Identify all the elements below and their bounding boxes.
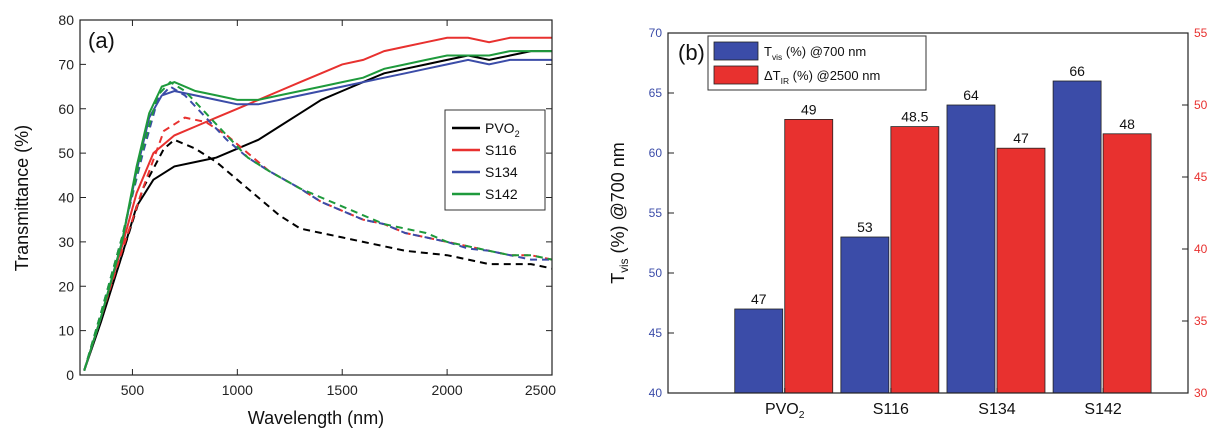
series-line-dashed-0 bbox=[83, 138, 553, 371]
panel-b-left-tick-label: 55 bbox=[649, 206, 663, 220]
panel-b-left-tick-label: 45 bbox=[649, 326, 663, 340]
bar-0-1 bbox=[840, 236, 890, 394]
panel-a-y-tick-label: 0 bbox=[66, 367, 74, 383]
panel-b-right-tick-label: 55 bbox=[1194, 26, 1208, 40]
panel-b-right-tick-label: 50 bbox=[1194, 98, 1208, 112]
panel-b-bar-chart: 47 49 53 48.5 64 47 66 48 40 45 50 55 60 65 70 30 35 40 4… bbox=[608, 26, 1208, 421]
series-line-solid-2 bbox=[83, 58, 552, 371]
panel-a-legend: PVO2 S116 S134 S142 bbox=[444, 109, 546, 211]
panel-a-y-tick-label: 80 bbox=[58, 12, 74, 28]
panel-b-left-tick-label: 60 bbox=[649, 146, 663, 160]
bar-value-label: 47 bbox=[1013, 130, 1029, 146]
legend-label-1: S116 bbox=[485, 142, 517, 158]
bar-1-0 bbox=[784, 119, 834, 394]
panel-a-y-tick-label: 60 bbox=[58, 101, 74, 117]
bar-value-label: 64 bbox=[963, 87, 979, 103]
bar-1-3 bbox=[1102, 133, 1152, 394]
panel-a-x-tick-label: 500 bbox=[121, 382, 145, 398]
bar-value-label: 48 bbox=[1119, 116, 1135, 132]
bar-0-3 bbox=[1052, 80, 1102, 394]
panel-b-legend: Tvis (%) @700 nm ΔTIR (%) @2500 nm bbox=[707, 35, 927, 91]
panel-a-y-axis-label: Transmittance (%) bbox=[12, 125, 32, 271]
series-line-solid-0 bbox=[83, 50, 552, 371]
panel-b-left-tick-label: 50 bbox=[649, 266, 663, 280]
panel-b-right-tick-label: 40 bbox=[1194, 242, 1208, 256]
panel-b-legend-label-1: ΔTIR (%) @2500 nm bbox=[764, 68, 880, 86]
bar-value-label: 48.5 bbox=[901, 109, 928, 125]
panel-a-y-tick-label: 10 bbox=[58, 323, 74, 339]
panel-b-legend-swatch-0 bbox=[713, 41, 759, 61]
legend-label-2: S134 bbox=[485, 164, 518, 180]
panel-a-x-tick-label: 1000 bbox=[222, 382, 253, 398]
bar-value-label: 49 bbox=[801, 101, 817, 117]
panel-a-y-tick-label: 30 bbox=[58, 234, 74, 250]
panel-b-right-tick-label: 30 bbox=[1194, 386, 1208, 400]
panel-b-legend-label-0: Tvis (%) @700 nm bbox=[764, 44, 866, 62]
bar-1-2 bbox=[996, 147, 1046, 394]
bar-value-label: 66 bbox=[1069, 63, 1085, 79]
panel-a-x-tick-label: 2500 bbox=[525, 382, 556, 398]
bar-1-1 bbox=[890, 126, 940, 394]
panel-b-category-label: PVO2 bbox=[765, 401, 805, 421]
panel-b-category-label: S116 bbox=[873, 401, 909, 418]
panel-b-category-label: S134 bbox=[978, 401, 1015, 418]
panel-a-y-tick-label: 40 bbox=[58, 190, 74, 206]
bar-value-label: 53 bbox=[857, 219, 873, 235]
panel-b-legend-swatch-1 bbox=[713, 65, 759, 85]
panel-a-y-tick-label: 20 bbox=[58, 278, 74, 294]
panel-b-label: (b) bbox=[678, 40, 705, 65]
panel-a-label: (a) bbox=[88, 28, 115, 53]
panel-a-x-axis-label: Wavelength (nm) bbox=[248, 408, 384, 428]
legend-label-3: S142 bbox=[485, 186, 518, 202]
bar-value-label: 47 bbox=[751, 291, 767, 307]
panel-b-left-tick-label: 70 bbox=[649, 26, 663, 40]
panel-a-line-chart: 0 10 20 30 40 50 60 70 80 500 1000 1500 2000 2500 (a)… bbox=[12, 12, 556, 428]
panel-b-left-tick-label: 65 bbox=[649, 86, 663, 100]
bar-0-0 bbox=[734, 308, 784, 394]
series-line-dashed-3 bbox=[83, 80, 553, 371]
panel-b-right-tick-label: 45 bbox=[1194, 170, 1208, 184]
series-line-dashed-2 bbox=[83, 85, 552, 371]
panel-a-x-tick-label: 1500 bbox=[327, 382, 358, 398]
panel-b-left-y-axis-label: Tvis (%) @700 nm bbox=[608, 142, 631, 284]
panel-a-y-tick-label: 70 bbox=[58, 56, 74, 72]
panel-b-category-label: S142 bbox=[1084, 401, 1121, 418]
bar-0-2 bbox=[946, 104, 996, 394]
panel-a-y-tick-label: 50 bbox=[58, 145, 74, 161]
legend-label-0: PVO2 bbox=[485, 120, 520, 139]
panel-a-x-tick-label: 2000 bbox=[432, 382, 463, 398]
panel-b-right-tick-label: 35 bbox=[1194, 314, 1208, 328]
series-line-solid-3 bbox=[83, 50, 552, 371]
series-line-solid-1 bbox=[83, 36, 552, 371]
panel-b-left-tick-label: 40 bbox=[649, 386, 663, 400]
